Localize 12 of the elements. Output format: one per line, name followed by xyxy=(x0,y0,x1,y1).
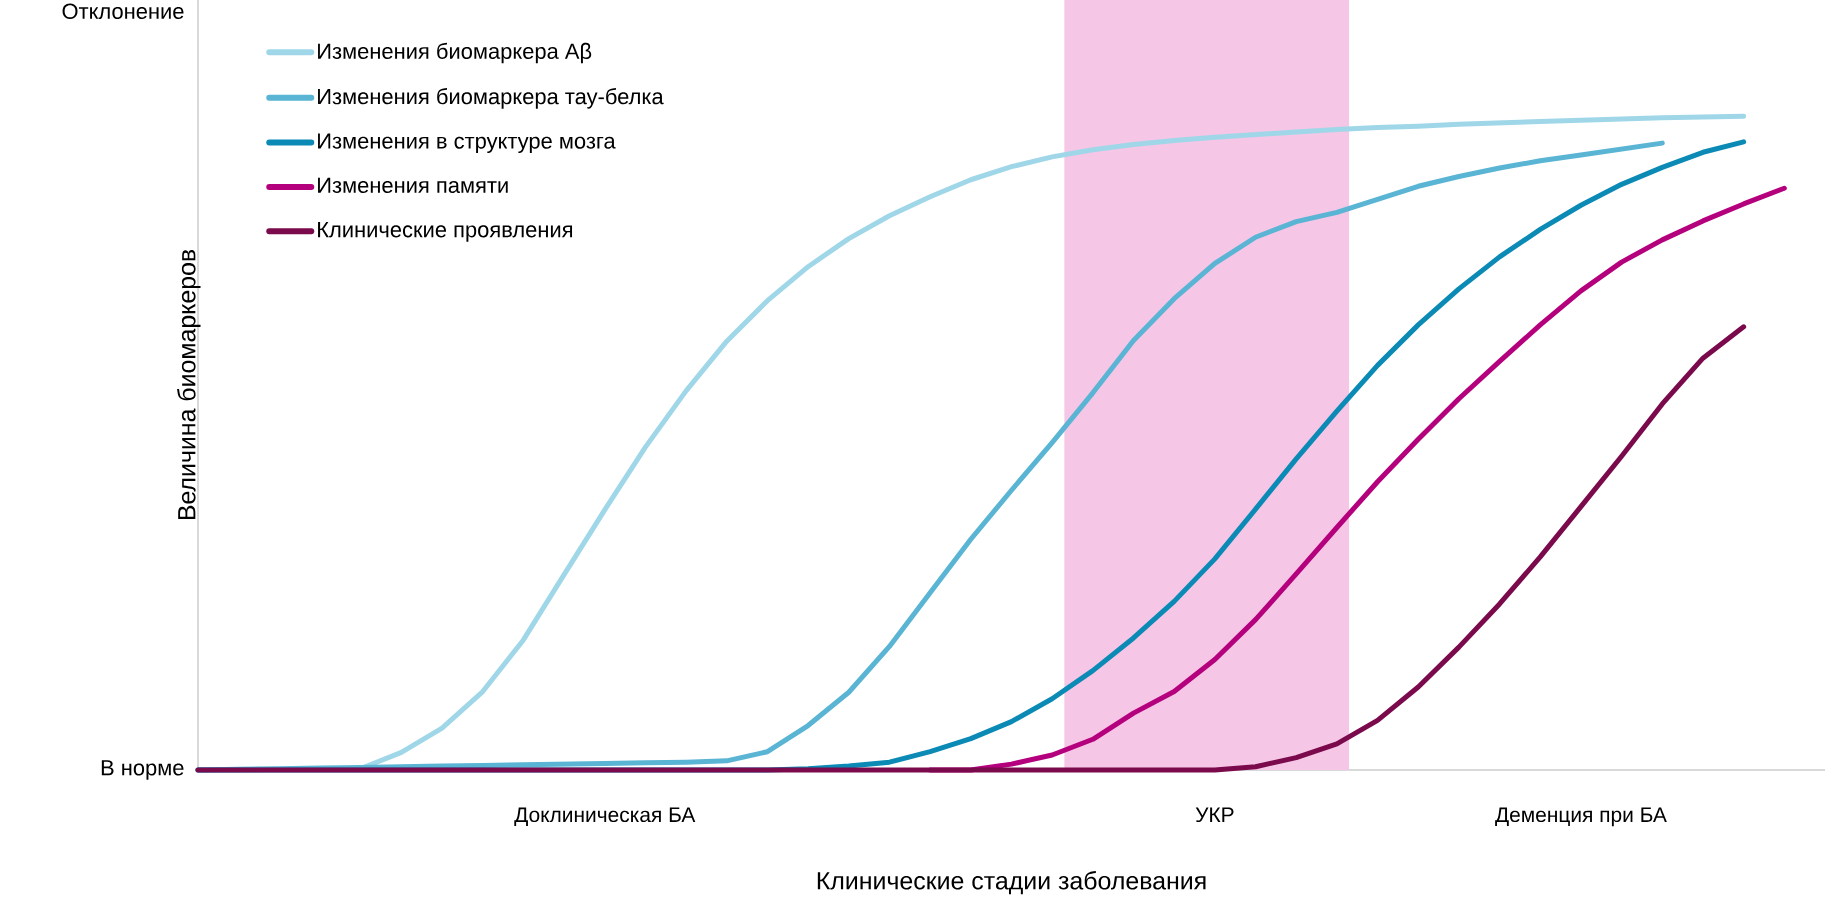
x-tick-label: Деменция при БА xyxy=(1495,807,1667,827)
y-axis-title: Величина биомаркеров xyxy=(177,249,201,520)
legend-label: Изменения биомаркера тау-белка xyxy=(318,88,664,109)
x-axis-title: Клинические стадии заболевания xyxy=(817,871,1206,895)
legend-label: Клинические проявления xyxy=(318,222,573,242)
text: Отклонение xyxy=(62,3,184,20)
text: В норме xyxy=(101,760,184,780)
legend-label: Изменения памяти xyxy=(318,177,508,194)
legend-label: Изменения биомаркера Aβ xyxy=(318,42,592,64)
x-tick-label: Доклиническая БА xyxy=(514,807,696,827)
x-tick-label: УКР xyxy=(1195,807,1234,823)
legend-label: Изменения в структуре мозга xyxy=(318,133,616,153)
